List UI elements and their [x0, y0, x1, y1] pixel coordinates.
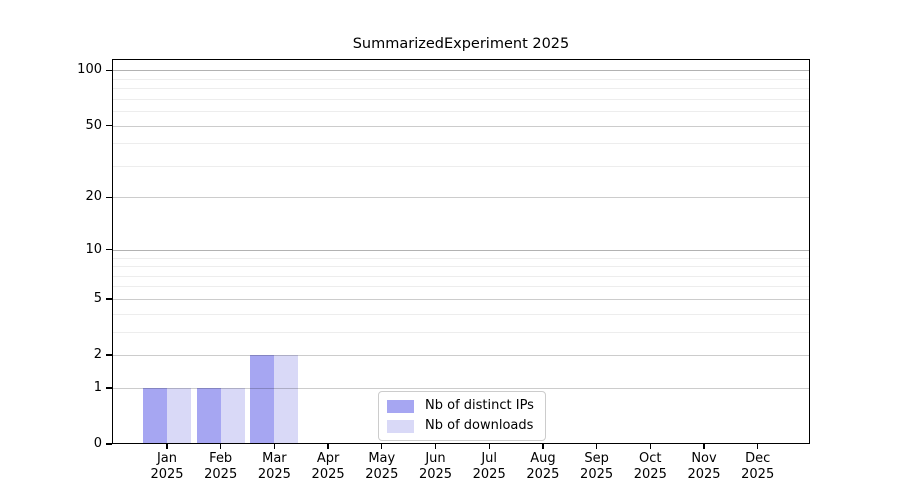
- y-tick-label-50: 50: [85, 117, 102, 133]
- x-tick-label-sep: Sep 2025: [580, 451, 614, 482]
- gridline-minor-60: [112, 111, 810, 113]
- legend: Nb of distinct IPs Nb of downloads: [378, 391, 546, 441]
- chart-title: SummarizedExperiment 2025: [352, 36, 570, 52]
- bar-downloads-feb: [220, 387, 245, 444]
- x-tick-may: [381, 444, 383, 449]
- bar-downloads-mar: [274, 355, 299, 444]
- x-tick-feb: [220, 444, 222, 449]
- x-tick-dec: [757, 444, 759, 449]
- bar-distinct-ips-feb: [196, 387, 221, 444]
- x-tick-label-aug: Aug 2025: [526, 451, 560, 482]
- gridline-10: [112, 249, 810, 251]
- gridline-minor-40: [112, 143, 810, 145]
- bar-downloads-jan: [167, 387, 191, 444]
- gridline-minor-4: [112, 313, 810, 315]
- bar-distinct-ips-jan: [143, 387, 167, 444]
- legend-item-downloads: Nb of downloads: [387, 418, 535, 434]
- x-tick-label-jan: Jan 2025: [150, 451, 184, 482]
- x-tick-jan: [166, 444, 168, 449]
- x-tick-oct: [649, 444, 651, 449]
- x-tick-sep: [595, 444, 598, 449]
- gridline-2: [112, 355, 810, 357]
- gridline-50: [112, 125, 810, 127]
- gridline-minor-80: [112, 88, 810, 90]
- x-tick-label-jul: Jul 2025: [472, 451, 506, 482]
- y-tick-label-100: 100: [77, 62, 102, 78]
- y-tick-label-0: 0: [93, 436, 102, 451]
- bar-distinct-ips-mar: [250, 355, 275, 444]
- gridline-minor-8: [112, 266, 810, 268]
- legend-label-distinct-ips: Nb of distinct IPs: [425, 398, 534, 413]
- plot-area: [112, 59, 810, 444]
- x-tick-label-nov: Nov 2025: [687, 451, 721, 482]
- legend-swatch-distinct-ips: [387, 399, 414, 413]
- y-tick-label-1: 1: [93, 379, 102, 395]
- x-tick-label-dec: Dec 2025: [741, 451, 775, 482]
- x-tick-label-jun: Jun 2025: [418, 451, 453, 482]
- y-tick-label-10: 10: [85, 241, 102, 257]
- gridline-20: [112, 197, 810, 199]
- y-tick-label-5: 5: [93, 290, 102, 306]
- gridline-5: [112, 298, 810, 300]
- gridline-minor-30: [112, 165, 810, 167]
- gridline-minor-7: [112, 275, 810, 277]
- gridline-minor-90: [112, 78, 810, 80]
- gridline-minor-70: [112, 98, 810, 100]
- gridline-100: [112, 70, 810, 72]
- x-tick-jul: [488, 444, 490, 449]
- legend-label-downloads: Nb of downloads: [425, 418, 534, 433]
- gridline-1: [112, 387, 810, 389]
- x-tick-label-may: May 2025: [365, 451, 399, 482]
- x-tick-apr: [327, 444, 329, 449]
- x-tick-nov: [703, 444, 705, 449]
- gridline-minor-9: [112, 257, 810, 259]
- x-tick-jun: [434, 444, 437, 449]
- x-tick-label-oct: Oct 2025: [633, 451, 667, 482]
- legend-item-distinct-ips: Nb of distinct IPs: [387, 398, 535, 414]
- legend-swatch-downloads: [387, 419, 414, 433]
- y-tick-label-2: 2: [93, 347, 102, 363]
- y-tick-label-20: 20: [85, 189, 102, 205]
- gridline-minor-6: [112, 286, 810, 288]
- x-tick-label-feb: Feb 2025: [204, 451, 238, 482]
- x-tick-label-apr: Apr 2025: [311, 451, 345, 482]
- x-tick-mar: [273, 444, 276, 449]
- gridline-minor-3: [112, 331, 810, 333]
- x-tick-label-mar: Mar 2025: [257, 451, 291, 482]
- x-tick-aug: [542, 444, 544, 449]
